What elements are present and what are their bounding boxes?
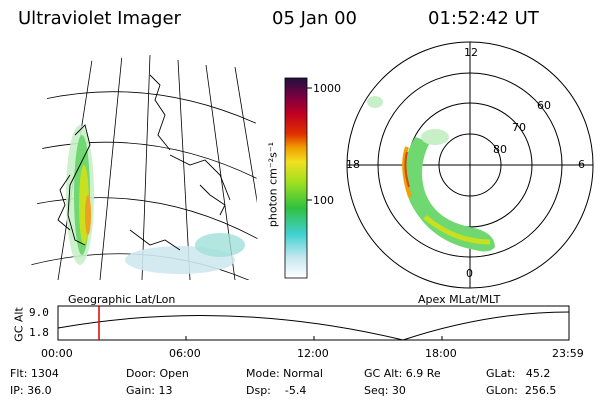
mlt-label-12: 12 [464,46,478,59]
lat-label-80: 80 [493,143,507,156]
status-dsp: Dsp: -5.4 [246,384,307,397]
lat-label-60: 60 [537,99,551,112]
status-gain: Gain: 13 [126,384,173,397]
status-seq: Seq: 30 [364,384,406,397]
mlt-label-0: 0 [466,267,473,280]
status-flt: Flt: 1304 [10,367,59,380]
altitude-trace [57,305,570,341]
status-gc-alt: GC Alt: 6.9 Re [364,367,441,380]
polar-aurora [367,96,495,252]
time-tick-0000: 00:00 [41,347,73,360]
status-door: Door: Open [126,367,189,380]
polar-label: Apex MLat/MLT [418,293,501,306]
coastlines [57,74,231,251]
time-tick-1200: 12:00 [297,347,329,360]
colorbar-unit-label: photon cm⁻²s⁻¹ [266,141,280,228]
lat-label-70: 70 [512,121,526,134]
time-readout: 01:52:42 UT [428,8,539,29]
mlt-label-18: 18 [346,158,360,171]
alt-tick-high: 9.0 [29,306,49,319]
colorbar-tick-100: 100 [313,194,334,207]
alt-tick-low: 1.8 [29,326,49,339]
map-aurora [66,125,245,274]
alt-axis-label: GC Alt [12,307,26,342]
map-label: Geographic Lat/Lon [68,293,176,306]
date-readout: 05 Jan 00 [272,8,357,29]
app-title: Ultraviolet Imager [18,8,181,29]
colorbar [284,77,312,279]
status-glon: GLon: 256.5 [486,384,557,397]
time-tick-0600: 06:00 [169,347,201,360]
geographic-map [30,55,258,280]
status-mode: Mode: Normal [246,367,323,380]
polar-plot [346,41,594,289]
time-tick-1800: 18:00 [425,347,457,360]
mlt-label-6: 6 [578,158,585,171]
status-glat: GLat: 45.2 [486,367,551,380]
colorbar-tick-1000: 1000 [313,82,341,95]
status-ip: IP: 36.0 [10,384,52,397]
time-tick-2359: 23:59 [552,347,584,360]
